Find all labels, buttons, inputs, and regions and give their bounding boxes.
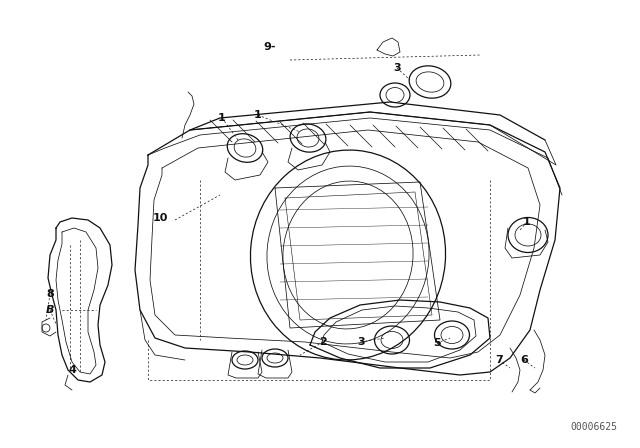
Text: 3: 3	[393, 63, 401, 73]
Text: 1: 1	[218, 113, 226, 123]
Text: 00006625: 00006625	[570, 422, 617, 432]
Text: 1: 1	[254, 110, 262, 120]
Text: 2: 2	[319, 337, 327, 347]
Text: 3: 3	[357, 337, 365, 347]
Text: 8: 8	[46, 289, 54, 299]
Text: 7: 7	[495, 355, 503, 365]
Text: 4: 4	[68, 365, 76, 375]
Text: 9-: 9-	[264, 42, 276, 52]
Text: 1: 1	[523, 217, 531, 227]
Text: 10: 10	[152, 213, 168, 223]
Text: B: B	[45, 305, 54, 315]
Text: 5: 5	[433, 338, 441, 348]
Text: 6: 6	[520, 355, 528, 365]
